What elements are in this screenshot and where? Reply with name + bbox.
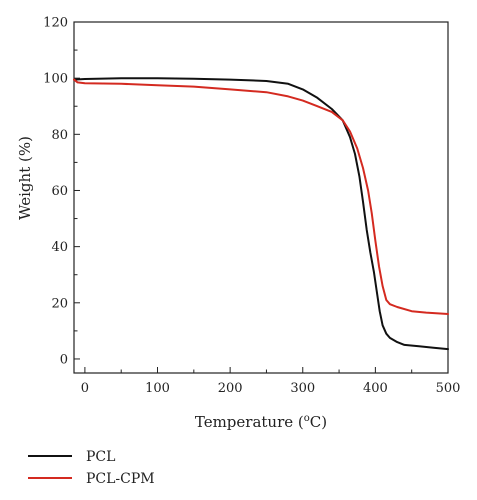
x-tick-label: 0: [81, 381, 89, 396]
plot-frame: [73, 21, 449, 374]
y-tick-label: 120: [43, 16, 68, 31]
x-axis-title-unit: C): [310, 413, 327, 431]
series-line-pcl: [73, 77, 449, 351]
legend-label: PCL-CPM: [86, 471, 155, 487]
y-tick-label: 60: [51, 184, 68, 199]
y-tick-label: 100: [43, 72, 68, 87]
series-line-pcl-cpm: [73, 78, 449, 315]
y-tick-label: 80: [51, 128, 68, 143]
x-tick-label: 500: [436, 381, 461, 396]
legend: PCL PCL-CPM: [28, 449, 155, 487]
x-tick-label: 200: [218, 381, 243, 396]
x-axis-title: Temperature (oC): [195, 413, 327, 431]
series-layer: [73, 77, 449, 351]
legend-label: PCL: [86, 449, 115, 465]
x-axis-title-main: Temperature (: [195, 413, 304, 431]
y-tick-label: 0: [60, 352, 68, 367]
x-tick-label: 400: [363, 381, 388, 396]
y-axis: 0 20 40 60 80 100 120: [43, 16, 80, 367]
y-tick-label: 40: [51, 240, 68, 255]
x-axis: 0 100 200 300 400 500: [81, 367, 461, 396]
x-tick-label: 100: [145, 381, 170, 396]
plot-area: 0 20 40 60 80 100 120 0 100 200 300 400 500: [43, 16, 460, 397]
y-tick-label: 20: [51, 296, 68, 311]
x-axis-title-degree: o: [304, 413, 310, 424]
x-tick-label: 300: [290, 381, 315, 396]
y-axis-title: Weight (%): [16, 136, 34, 220]
